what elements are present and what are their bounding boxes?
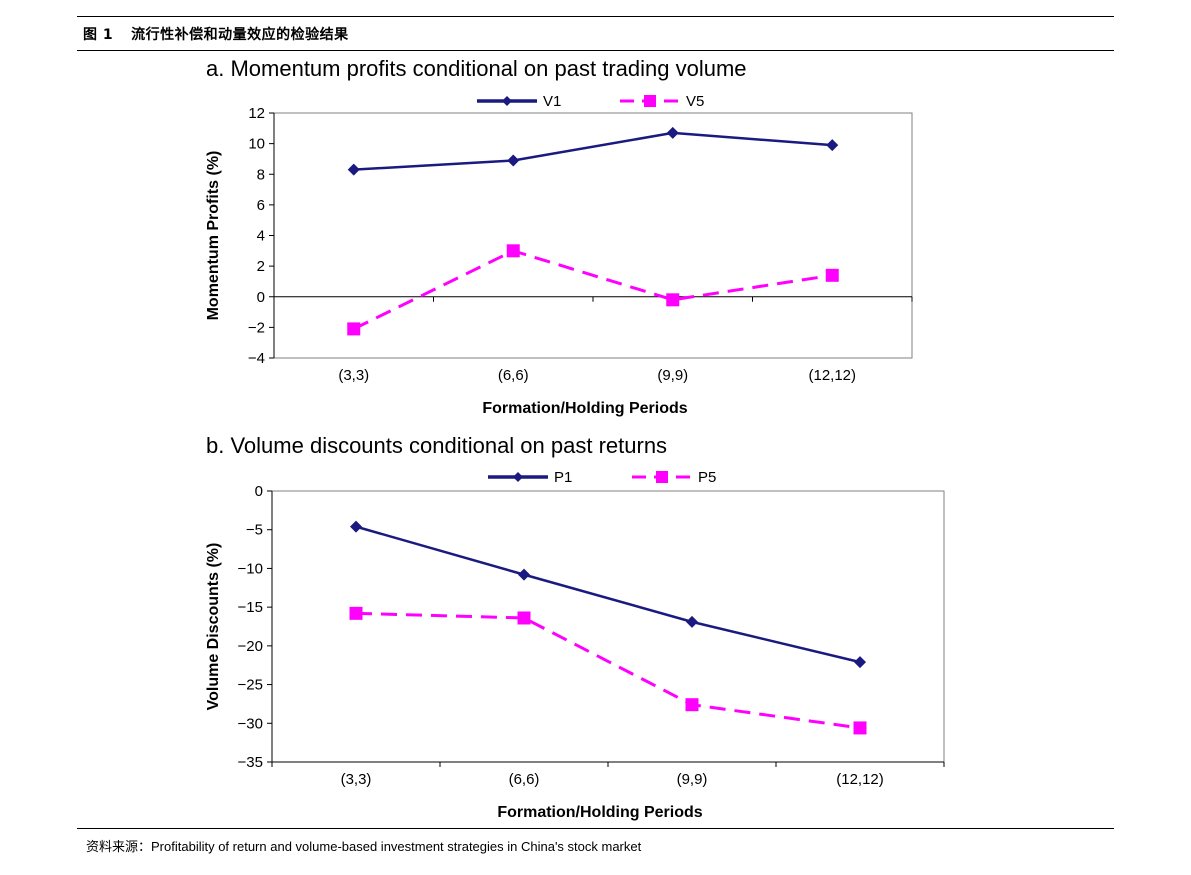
figure-label: 图 1 bbox=[83, 27, 114, 43]
y-tick-label: 10 bbox=[248, 136, 265, 153]
y-tick-label: −5 bbox=[246, 522, 263, 539]
plot-frame bbox=[273, 112, 913, 359]
y-tick-label: −30 bbox=[238, 715, 263, 732]
y-tick-label: 8 bbox=[257, 166, 265, 183]
legend-marker-v1 bbox=[502, 96, 512, 106]
data-point-p5 bbox=[853, 721, 867, 735]
y-tick-label: −25 bbox=[238, 677, 263, 694]
chart-a: a. Momentum profits conditional on past … bbox=[205, 56, 913, 417]
data-point-p5 bbox=[685, 698, 699, 712]
x-tick-label: (6,6) bbox=[509, 771, 540, 788]
legend-label-p1: P1 bbox=[554, 469, 572, 486]
y-tick-label: −2 bbox=[248, 319, 265, 336]
legend-label-v5: V5 bbox=[686, 93, 704, 110]
chart-title: b. Volume discounts conditional on past … bbox=[206, 433, 667, 458]
chart-b: b. Volume discounts conditional on past … bbox=[205, 433, 945, 821]
bottom-rule bbox=[77, 828, 1114, 829]
data-point-p5 bbox=[349, 606, 363, 620]
x-tick-label: (3,3) bbox=[338, 367, 369, 384]
y-tick-label: −20 bbox=[238, 638, 263, 655]
y-axis-label: Volume Discounts (%) bbox=[205, 543, 222, 711]
data-point-v5 bbox=[666, 293, 680, 307]
figure-title: 流行性补偿和动量效应的检验结果 bbox=[131, 27, 349, 43]
y-axis-label: Momentum Profits (%) bbox=[205, 151, 222, 321]
y-tick-label: −10 bbox=[238, 560, 263, 577]
y-tick-label: 2 bbox=[257, 258, 265, 275]
source-text: Profitability of return and volume-based… bbox=[151, 839, 642, 854]
title-rule bbox=[77, 50, 1114, 51]
data-point-p1 bbox=[854, 656, 866, 669]
x-tick-label: (6,6) bbox=[498, 367, 529, 384]
y-tick-label: 4 bbox=[257, 228, 265, 245]
x-tick-label: (12,12) bbox=[808, 367, 856, 384]
series-line-p1 bbox=[355, 525, 861, 664]
y-tick-label: 0 bbox=[255, 483, 263, 500]
x-tick-label: (12,12) bbox=[836, 771, 884, 788]
data-point-v1 bbox=[666, 126, 679, 139]
source-note: 资料来源：Profitability of return and volume-… bbox=[86, 836, 641, 855]
top-rule bbox=[77, 16, 1114, 17]
x-tick-label: (3,3) bbox=[341, 771, 372, 788]
legend-label-p5: P5 bbox=[698, 469, 716, 486]
data-point-p5 bbox=[517, 611, 531, 625]
data-point-p1 bbox=[518, 568, 530, 581]
data-point-p1 bbox=[350, 520, 362, 533]
data-point-v5 bbox=[825, 268, 839, 282]
legend-marker-v5 bbox=[644, 95, 656, 107]
series-line-v5 bbox=[353, 249, 833, 331]
chart-title: a. Momentum profits conditional on past … bbox=[206, 56, 747, 81]
data-point-v5 bbox=[347, 322, 361, 336]
data-point-p1 bbox=[686, 615, 698, 628]
series-line-p5 bbox=[355, 611, 861, 730]
legend-marker-p5 bbox=[656, 471, 668, 483]
source-label: 资料来源： bbox=[86, 840, 152, 855]
x-tick-label: (9,9) bbox=[657, 367, 688, 384]
data-point-v1 bbox=[347, 163, 360, 176]
x-axis-label: Formation/Holding Periods bbox=[497, 804, 702, 821]
legend-label-v1: V1 bbox=[543, 93, 561, 110]
y-tick-label: −35 bbox=[238, 754, 263, 771]
data-point-v1 bbox=[826, 139, 839, 152]
y-tick-label: 0 bbox=[257, 289, 265, 306]
legend-marker-p1 bbox=[513, 472, 523, 482]
y-tick-label: −4 bbox=[248, 350, 265, 367]
y-tick-label: 6 bbox=[257, 197, 265, 214]
data-point-v1 bbox=[507, 154, 520, 167]
x-tick-label: (9,9) bbox=[677, 771, 708, 788]
data-point-v5 bbox=[506, 244, 520, 258]
y-tick-label: 12 bbox=[248, 105, 265, 122]
y-tick-label: −15 bbox=[238, 599, 263, 616]
series-line-v1 bbox=[353, 131, 833, 171]
x-axis-label: Formation/Holding Periods bbox=[482, 400, 687, 417]
figure-heading: 图 1 流行性补偿和动量效应的检验结果 bbox=[83, 24, 349, 44]
